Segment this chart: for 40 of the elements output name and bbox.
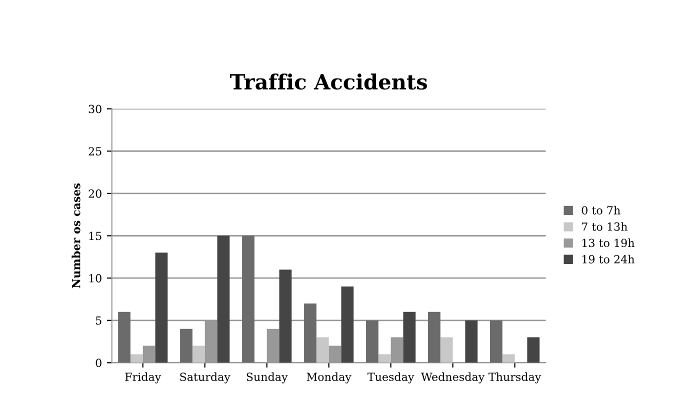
y-tick-label: 25 — [88, 147, 102, 156]
x-tick-label: Friday — [125, 372, 162, 384]
y-axis-title: Number os cases — [72, 183, 80, 288]
bar — [527, 337, 540, 363]
legend-label: 13 to 19h — [582, 238, 634, 248]
bar — [279, 270, 292, 363]
y-tick-label: 10 — [89, 274, 102, 282]
bar — [316, 337, 329, 363]
y-tick-label: 0 — [96, 358, 102, 368]
x-tick-label: Wednesday — [421, 372, 485, 384]
bar — [465, 320, 478, 363]
y-tick-label: 30 — [88, 104, 102, 114]
y-tick-label: 20 — [88, 189, 102, 198]
bar — [180, 328, 192, 363]
x-tick-label: Sunday — [246, 372, 288, 384]
bar — [440, 337, 453, 363]
legend-label: 19 to 24h — [582, 254, 634, 264]
chart-title: Traffic Accidents — [230, 74, 427, 90]
x-tick-label: Thursday — [488, 372, 542, 384]
bar — [130, 354, 143, 363]
x-tick-label: Tuesday — [367, 372, 414, 384]
x-tick-label: Saturday — [180, 372, 230, 384]
bar — [502, 354, 515, 363]
bar — [341, 286, 354, 363]
bar — [403, 312, 416, 363]
y-tick-label: 5 — [96, 316, 102, 325]
bar — [378, 354, 391, 363]
legend-label: 7 to 13h — [582, 222, 628, 231]
x-tick-label: Monday — [306, 372, 352, 384]
bar — [217, 236, 230, 363]
bar — [192, 346, 205, 363]
bar — [118, 312, 130, 363]
y-tick-label: 15 — [89, 232, 102, 240]
bar — [366, 320, 378, 363]
bar — [155, 252, 168, 363]
legend-label: 0 to 7h — [582, 206, 620, 215]
bar — [490, 320, 502, 363]
bar — [304, 303, 316, 363]
bar — [242, 236, 254, 363]
bar — [428, 312, 440, 363]
